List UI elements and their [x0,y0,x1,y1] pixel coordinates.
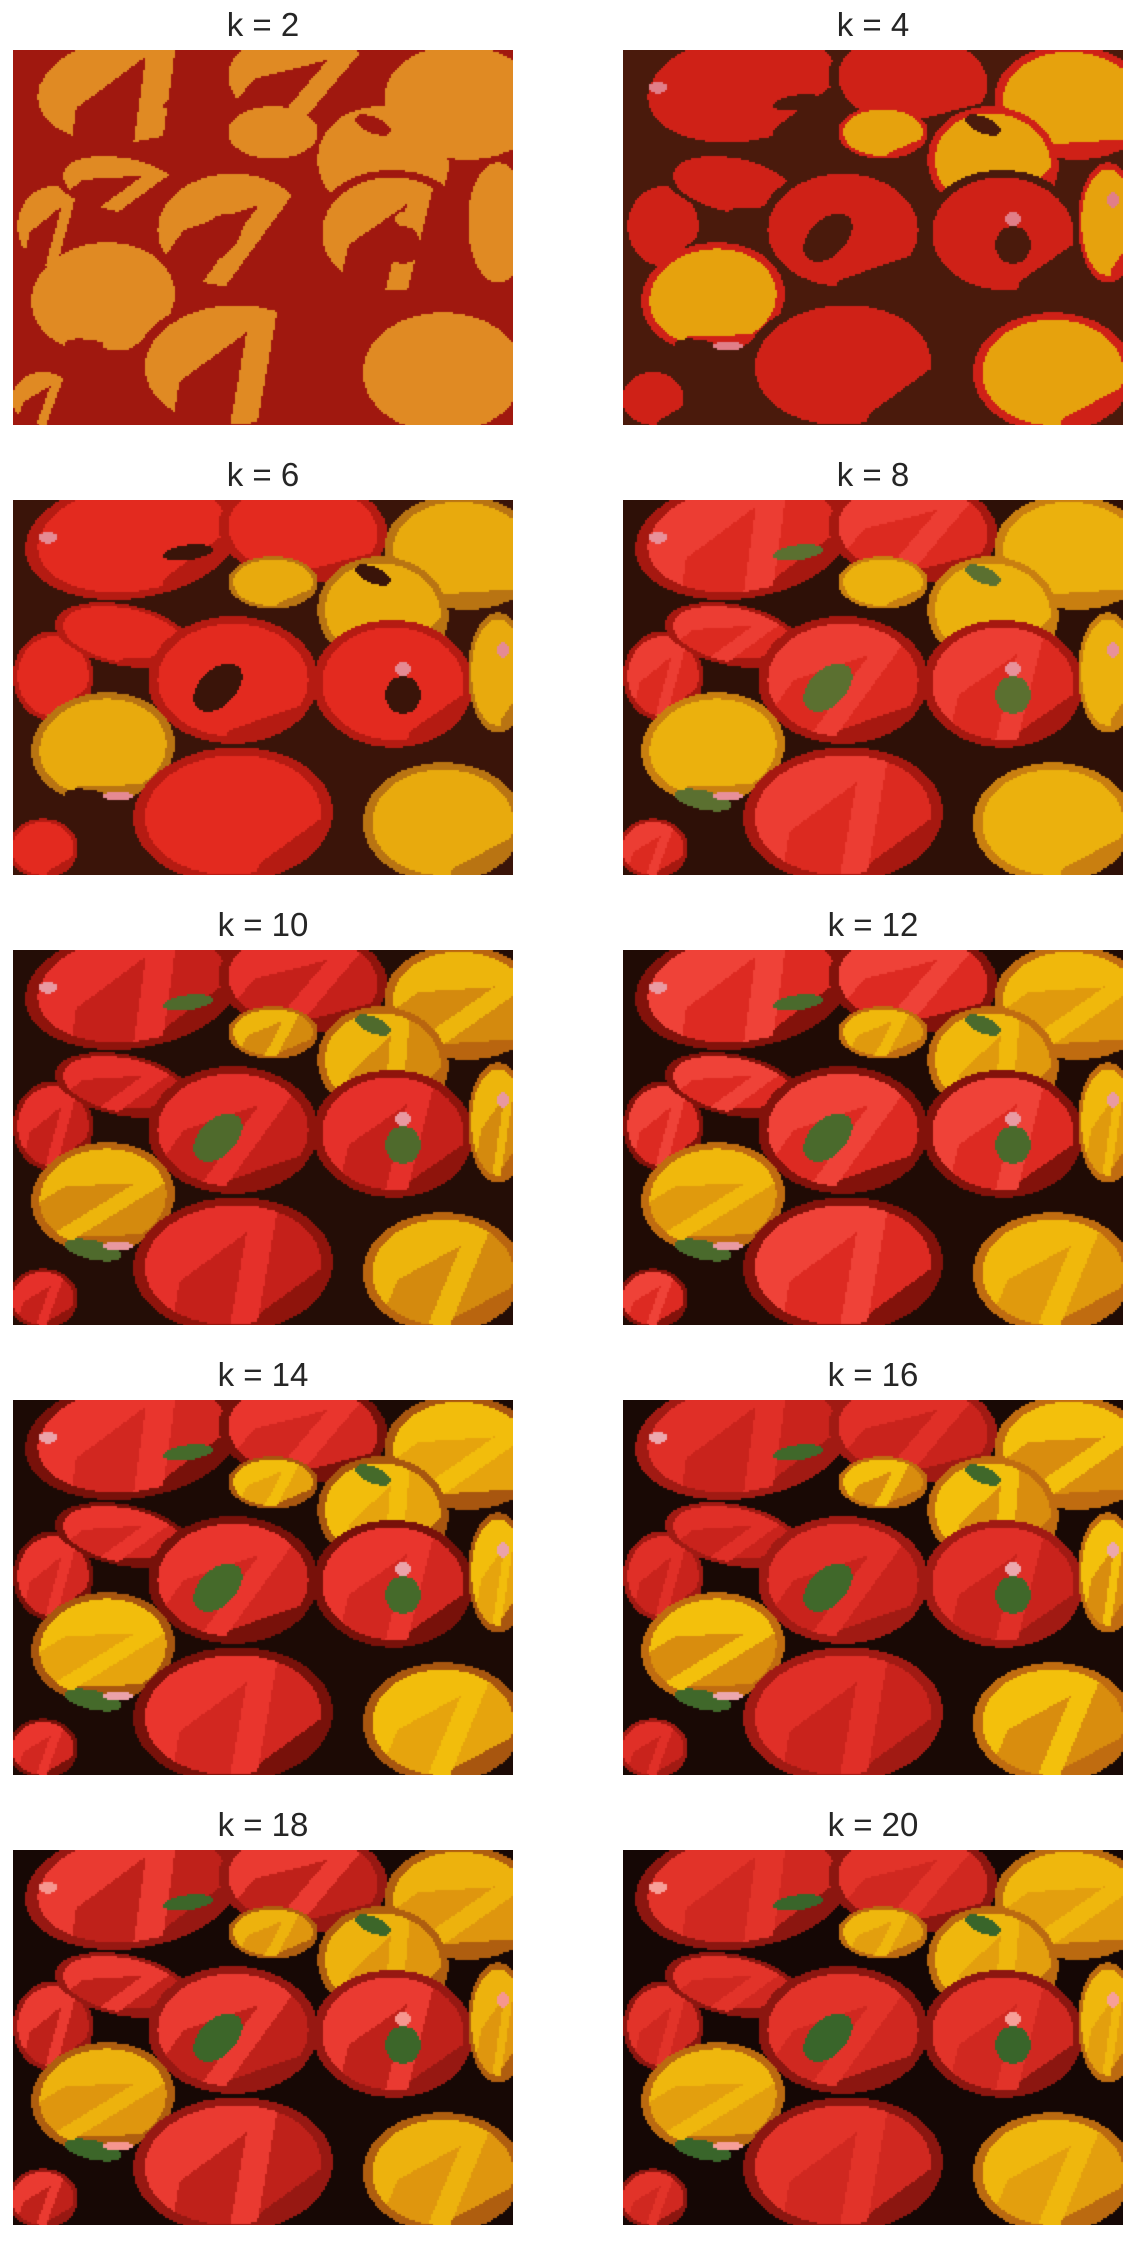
panel-title: k = 18 [217,1806,309,1843]
panel-k10: k = 10 [13,900,513,1350]
panel-title: k = 12 [827,906,919,943]
panel-k8: k = 8 [623,450,1123,900]
panel-title: k = 20 [827,1806,919,1843]
panel-title: k = 10 [217,906,309,943]
panel-k16: k = 16 [623,1350,1123,1800]
panel-title: k = 6 [226,456,300,493]
quantized-pepper-image [623,500,1123,875]
quantized-pepper-image [13,1850,513,2225]
panel-k18: k = 18 [13,1800,513,2250]
panel-title: k = 16 [827,1356,919,1393]
panel-k12: k = 12 [623,900,1123,1350]
panel-k6: k = 6 [13,450,513,900]
panel-k14: k = 14 [13,1350,513,1800]
quantized-pepper-image [623,950,1123,1325]
panel-title: k = 14 [217,1356,309,1393]
panel-k20: k = 20 [623,1800,1123,2250]
quantized-pepper-image [13,950,513,1325]
quantized-pepper-image [13,500,513,875]
quantized-pepper-image [623,50,1123,425]
panel-title: k = 2 [226,6,300,43]
panel-k4: k = 4 [623,0,1123,450]
quantized-pepper-image [623,1400,1123,1775]
panel-k2: k = 2 [13,0,513,450]
quantized-pepper-image [623,1850,1123,2225]
panel-title: k = 8 [836,456,910,493]
quantized-pepper-image [13,1400,513,1775]
quantized-pepper-image [13,50,513,425]
panel-title: k = 4 [836,6,910,43]
